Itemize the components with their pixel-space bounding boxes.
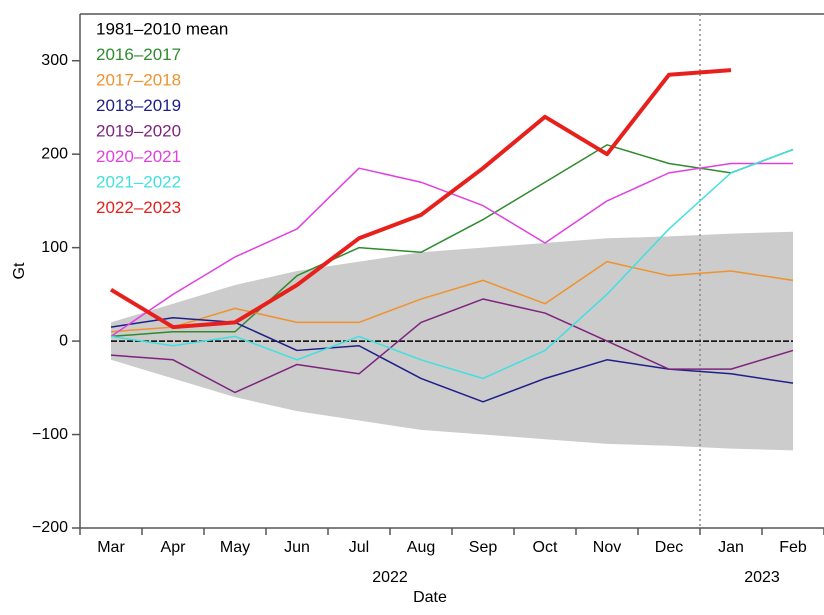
x-group-label: 2022 — [372, 569, 408, 586]
y-tick-label: 0 — [59, 332, 68, 349]
x-tick-label: Jul — [349, 539, 369, 556]
x-tick-label: Nov — [593, 539, 621, 556]
series-line — [110, 260, 794, 333]
y-tick-label: −200 — [32, 519, 68, 536]
x-tick-label: Oct — [533, 539, 558, 556]
legend-entry: 2018–2019 — [96, 96, 181, 115]
series-line — [110, 144, 794, 338]
y-tick-label: 200 — [41, 145, 68, 162]
x-tick-label: Sep — [469, 539, 498, 556]
y-tick-label: 300 — [41, 52, 68, 69]
x-tick-label: Jun — [284, 539, 310, 556]
y-axis-label: Gt — [11, 262, 28, 279]
series-line — [110, 298, 794, 394]
legend-entry: 2021–2022 — [96, 172, 181, 191]
legend-entry: 2016–2017 — [96, 45, 181, 64]
y-tick-label: −100 — [32, 426, 68, 443]
x-tick-label: Feb — [779, 539, 807, 556]
x-tick-label: Dec — [655, 539, 683, 556]
series-line — [109, 68, 732, 330]
x-axis-label: Date — [413, 589, 447, 606]
legend-entry: 1981–2010 mean — [96, 19, 228, 38]
x-group-label: 2023 — [744, 569, 780, 586]
x-tick-label: Aug — [407, 539, 435, 556]
x-tick-label: Jan — [718, 539, 744, 556]
legend-entry: 2022–2023 — [96, 198, 181, 217]
x-tick-label: Mar — [97, 539, 125, 556]
y-tick-label: 100 — [41, 239, 68, 256]
series-line — [110, 148, 794, 380]
legend-entry: 2019–2020 — [96, 121, 181, 140]
legend-entry: 2017–2018 — [96, 70, 181, 89]
x-tick-label: May — [220, 539, 250, 556]
x-tick-label: Apr — [161, 539, 187, 556]
legend-entry: 2020–2021 — [96, 147, 181, 166]
